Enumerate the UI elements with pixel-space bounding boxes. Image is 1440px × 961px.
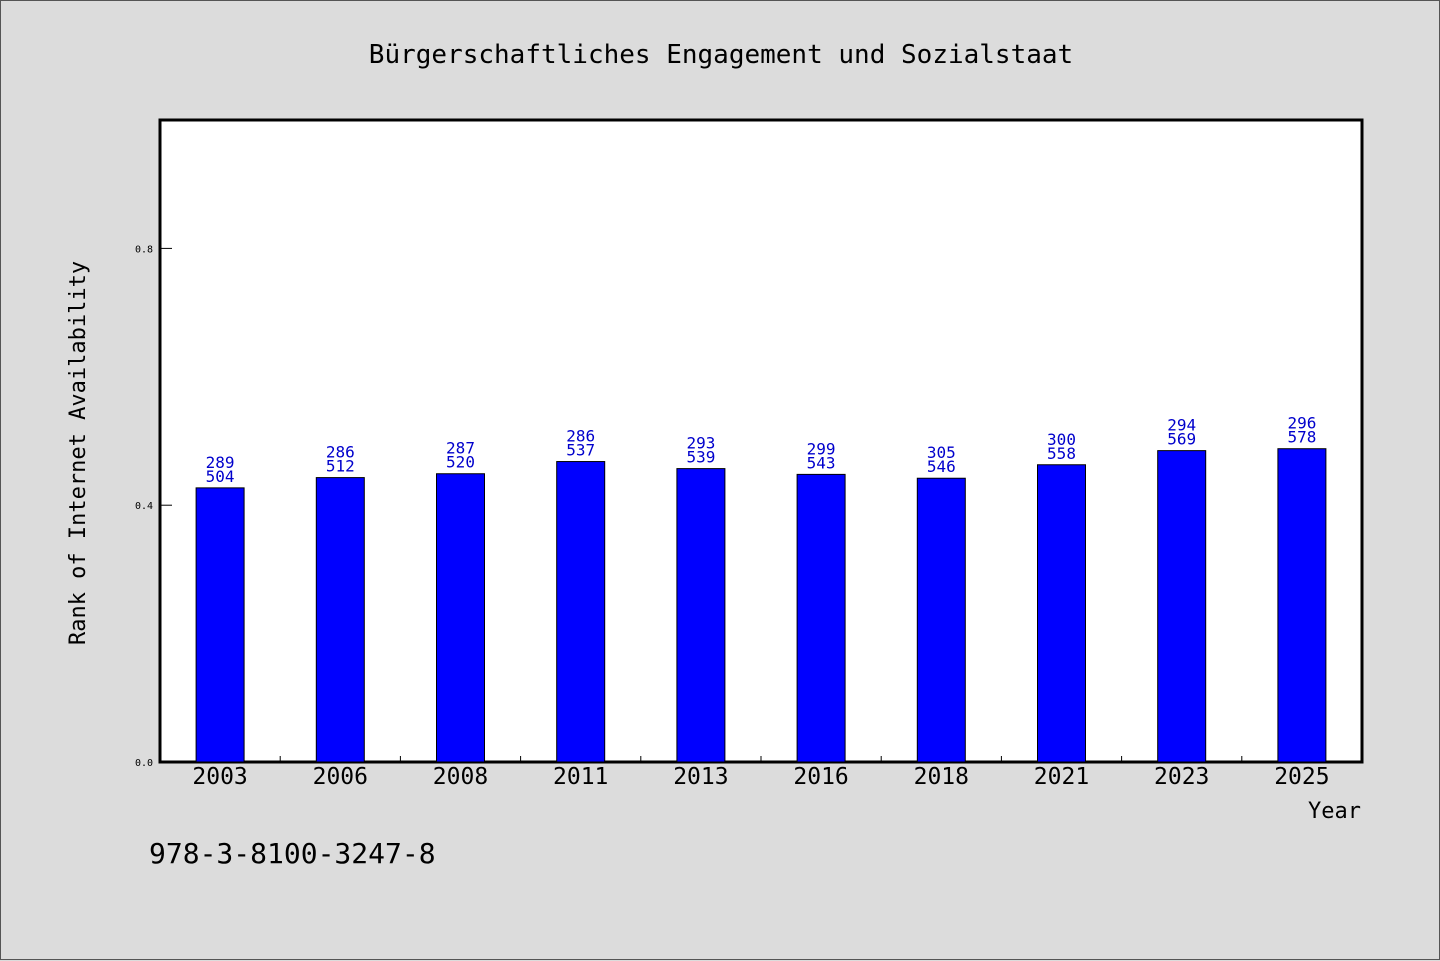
bar-label-bottom: 504: [206, 467, 235, 486]
bar-label-bottom: 537: [566, 441, 595, 460]
bars-group: [195, 448, 1327, 763]
bar-label-top: 296: [1287, 414, 1316, 433]
bar-label-bottom: 569: [1167, 430, 1196, 449]
y-tick-label: 0.0: [135, 758, 153, 769]
x-tick-label: 2008: [433, 764, 488, 790]
bar-label-top: 289: [206, 453, 235, 472]
x-axis-ticks: 2003 2006 2008 2011 2013 2016 2018 2021 2023 2025: [192, 756, 1330, 790]
chart-title: Bürgerschaftliches Engagement und Sozial…: [369, 40, 1073, 70]
bar: [676, 468, 726, 763]
x-tick-label: 2025: [1274, 764, 1329, 790]
bar: [436, 473, 485, 763]
y-axis-ticks: 0.0 0.4 0.8: [135, 244, 172, 769]
x-tick-label: 2013: [673, 764, 728, 790]
bar-label-top: 286: [566, 427, 595, 446]
bar-label-bottom: 512: [326, 457, 355, 476]
y-tick-label: 0.4: [135, 501, 153, 512]
bar: [1277, 448, 1327, 763]
bar-label-top: 305: [927, 443, 956, 462]
bar: [1037, 464, 1086, 763]
bar-label-bottom: 520: [446, 453, 475, 472]
bar-label-bottom: 546: [927, 457, 956, 476]
x-tick-label: 2016: [793, 764, 848, 790]
y-tick-label: 0.8: [135, 244, 153, 255]
bar-label-top: 294: [1167, 416, 1196, 435]
bar-label-top: 286: [326, 443, 355, 462]
x-tick-label: 2018: [914, 764, 969, 790]
bar: [1157, 450, 1207, 763]
bar: [315, 477, 365, 763]
x-tick-label: 2023: [1154, 764, 1209, 790]
bar: [916, 477, 966, 763]
x-axis-label: Year: [1308, 799, 1361, 824]
x-tick-label: 2006: [313, 764, 368, 790]
bar-label-top: 287: [446, 439, 475, 458]
bar-label-top: 299: [807, 439, 836, 458]
bar-label-top: 300: [1047, 430, 1076, 449]
y-axis-label: Rank of Internet Availability: [66, 261, 91, 645]
bar: [556, 461, 606, 763]
bar-label-bottom: 543: [807, 453, 836, 472]
isbn-text: 978-3-8100-3247-8: [149, 837, 436, 870]
x-tick-label: 2021: [1034, 764, 1089, 790]
x-tick-label: 2011: [553, 764, 608, 790]
bar: [195, 487, 245, 763]
bar: [796, 473, 846, 763]
bar-label-top: 293: [686, 434, 715, 453]
bar-label-bottom: 558: [1047, 444, 1076, 463]
bar-label-bottom: 578: [1287, 428, 1316, 447]
x-tick-label: 2003: [192, 764, 247, 790]
bar-label-bottom: 539: [686, 448, 715, 467]
